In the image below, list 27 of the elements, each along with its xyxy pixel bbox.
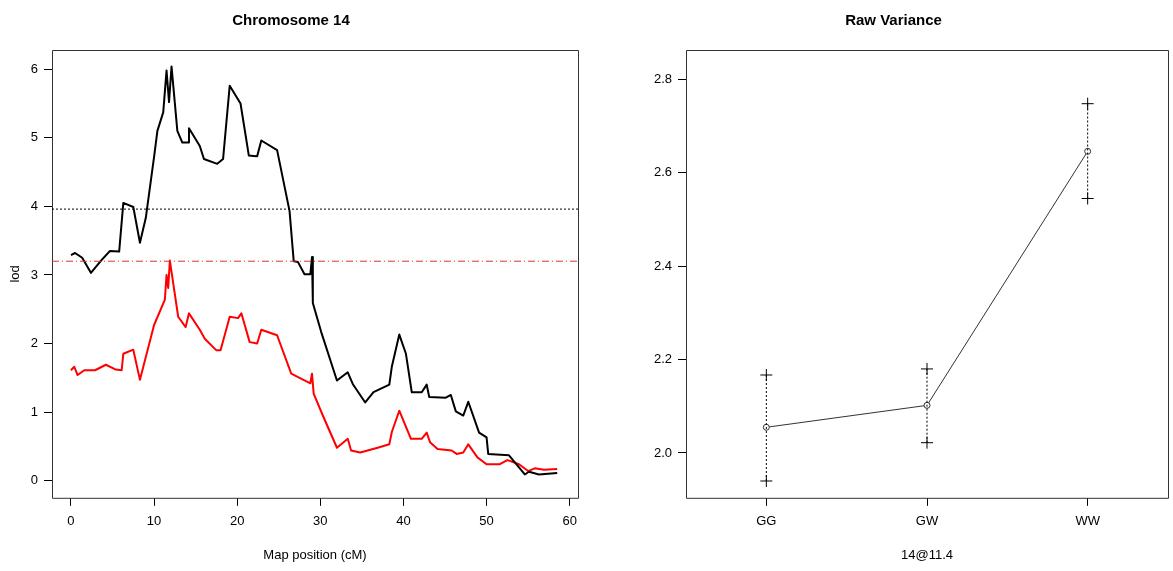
x-tick-label: 0	[67, 513, 75, 529]
x-tick-label: 10	[146, 513, 162, 529]
y-tick-label: 4	[30, 197, 38, 213]
y-tick-label: 3	[30, 266, 38, 282]
x-tick-label: WW	[1075, 513, 1101, 529]
y-tick-label: 6	[30, 60, 38, 76]
y-tick-label: 2	[30, 335, 38, 351]
chart-title: Raw Variance	[845, 11, 942, 29]
y-tick-label: 5	[30, 129, 38, 145]
x-axis-title: 14@11.4	[901, 546, 953, 562]
y-tick-label: 1	[30, 403, 38, 419]
x-tick-label: 20	[229, 513, 245, 529]
y-tick-label: 2.4	[653, 257, 672, 273]
x-tick-label: 60	[562, 513, 577, 529]
y-tick-label: 2.8	[653, 71, 672, 86]
chart-title: Chromosome 14	[232, 11, 351, 29]
y-tick-label: 2.6	[653, 164, 672, 180]
y-axis-title: lod	[7, 265, 23, 283]
x-tick-label: 50	[479, 513, 494, 529]
x-tick-label: GW	[915, 513, 939, 529]
y-tick-label: 2.2	[653, 351, 672, 367]
y-tick-label: 2.0	[653, 444, 672, 460]
y-tick-label: 0	[30, 472, 38, 488]
x-tick-label: 30	[313, 513, 328, 529]
x-tick-label: GG	[756, 513, 777, 529]
x-axis-title: Map position (cM)	[263, 546, 367, 562]
x-tick-label: 40	[396, 513, 411, 529]
